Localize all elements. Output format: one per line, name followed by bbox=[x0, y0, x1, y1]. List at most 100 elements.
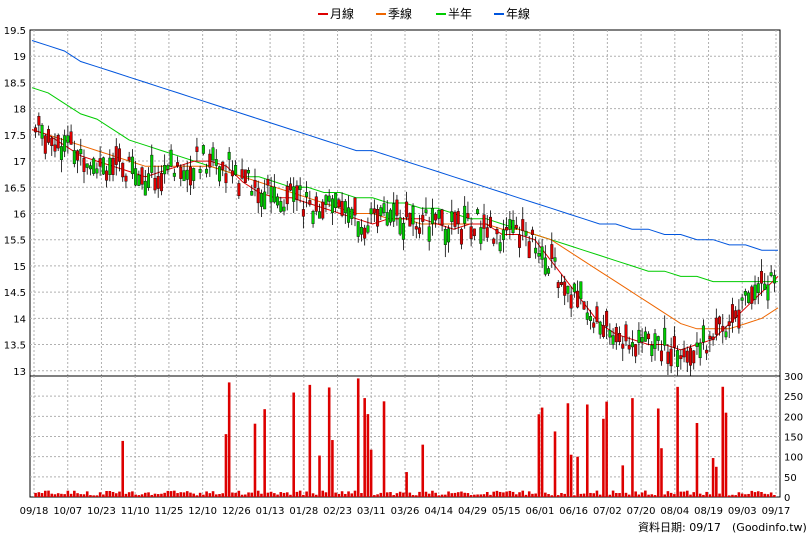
volume-bar bbox=[398, 491, 402, 497]
candle-body bbox=[321, 201, 325, 219]
volume-bar bbox=[44, 490, 47, 497]
date-tick-label: 02/23 bbox=[323, 506, 352, 517]
volume-bar bbox=[169, 491, 173, 497]
volume-bar bbox=[385, 492, 389, 497]
candlesticks bbox=[34, 112, 776, 376]
volume-bars bbox=[34, 378, 776, 497]
price-tick-label: 15 bbox=[13, 262, 26, 273]
volume-bar bbox=[660, 448, 663, 497]
candle-body bbox=[566, 286, 570, 294]
volume-bar bbox=[366, 414, 370, 497]
volume-bar bbox=[605, 401, 608, 497]
volume-bar bbox=[582, 493, 586, 497]
volume-bar bbox=[79, 494, 83, 497]
volume-bar bbox=[260, 493, 263, 497]
candle-body bbox=[85, 163, 89, 168]
volume-bar bbox=[153, 493, 157, 497]
candle-body bbox=[624, 324, 628, 342]
volume-bar bbox=[50, 493, 54, 497]
volume-bar bbox=[473, 494, 476, 497]
candle-body bbox=[401, 223, 405, 240]
candle-body bbox=[382, 203, 386, 213]
candle-body bbox=[476, 209, 480, 214]
volume-bar bbox=[156, 494, 160, 497]
volume-tick-label: 300 bbox=[784, 372, 803, 383]
volume-bar bbox=[292, 392, 295, 497]
volume-bar bbox=[56, 493, 60, 497]
volume-bar bbox=[747, 493, 750, 497]
price-tick-label: 13 bbox=[13, 367, 26, 378]
volume-bar bbox=[121, 440, 125, 497]
volume-bar bbox=[702, 494, 705, 497]
candle-body bbox=[337, 199, 341, 208]
candle-body bbox=[656, 336, 660, 341]
volume-bar bbox=[234, 492, 237, 497]
candle-body bbox=[521, 219, 525, 231]
volume-bar bbox=[766, 494, 770, 497]
volume-bar bbox=[524, 494, 528, 497]
candle-body bbox=[569, 294, 573, 309]
volume-bar bbox=[727, 495, 731, 497]
candle-body bbox=[701, 325, 705, 343]
volume-bar bbox=[353, 490, 357, 497]
candle-body bbox=[489, 216, 492, 228]
candle-body bbox=[150, 154, 154, 173]
volume-bar bbox=[760, 491, 763, 497]
volume-bar bbox=[540, 407, 544, 497]
volume-bar bbox=[192, 493, 195, 497]
volume-bar bbox=[363, 398, 366, 497]
candle-body bbox=[540, 246, 544, 260]
candle-body bbox=[37, 115, 41, 126]
candle-body bbox=[592, 322, 596, 328]
candle-body bbox=[611, 335, 615, 345]
candle-body bbox=[372, 208, 376, 214]
candle-body bbox=[205, 168, 209, 174]
volume-bar bbox=[266, 492, 270, 497]
candle-body bbox=[305, 192, 309, 197]
volume-bar bbox=[163, 492, 166, 497]
date-tick-label: 12/26 bbox=[222, 506, 251, 517]
candle-body bbox=[724, 331, 728, 338]
volume-bar bbox=[73, 490, 76, 497]
candle-body bbox=[211, 147, 215, 161]
candle-body bbox=[176, 162, 180, 167]
candle-body bbox=[650, 344, 654, 356]
candle-body bbox=[243, 169, 247, 183]
volume-bar bbox=[160, 493, 163, 497]
volume-bar bbox=[711, 458, 715, 497]
volume-bar bbox=[337, 493, 341, 497]
volume-bar bbox=[598, 494, 602, 497]
price-axis-ticks: 19.5 19 18.5 18 17.5 17 16.5 16 15.5 15 14.5 14 13.5… bbox=[4, 26, 26, 378]
volume-bar bbox=[698, 493, 702, 497]
candle-body bbox=[195, 146, 199, 152]
date-axis-labels: 09/18 10/07 10/23 11/10 11/25 12/10 12/26 01/13… bbox=[20, 506, 791, 517]
candle-body bbox=[553, 257, 557, 262]
candle-body bbox=[634, 344, 638, 357]
volume-bar bbox=[256, 490, 260, 497]
date-tick-label: 12/10 bbox=[188, 506, 217, 517]
volume-bar bbox=[769, 492, 773, 497]
volume-bar bbox=[718, 493, 721, 497]
volume-bar bbox=[756, 491, 760, 497]
candle-body bbox=[672, 336, 676, 348]
candle-body bbox=[524, 230, 528, 236]
volume-bar bbox=[369, 449, 373, 497]
volume-bar bbox=[231, 492, 234, 497]
volume-bar bbox=[653, 495, 657, 497]
candle-body bbox=[298, 185, 302, 190]
candle-body bbox=[534, 247, 538, 254]
candle-body bbox=[108, 157, 112, 175]
volume-bar bbox=[663, 494, 666, 497]
volume-bar bbox=[556, 495, 560, 497]
candle-body bbox=[730, 304, 734, 323]
candle-body bbox=[463, 205, 467, 224]
candle-body bbox=[589, 316, 592, 321]
candle-body bbox=[647, 333, 651, 340]
candle-body bbox=[537, 252, 541, 257]
candle-body bbox=[314, 196, 318, 212]
candle-body bbox=[695, 342, 699, 347]
volume-bar bbox=[269, 491, 273, 497]
candle-body bbox=[676, 350, 680, 367]
candle-body bbox=[763, 283, 767, 290]
volume-bar bbox=[753, 492, 757, 497]
